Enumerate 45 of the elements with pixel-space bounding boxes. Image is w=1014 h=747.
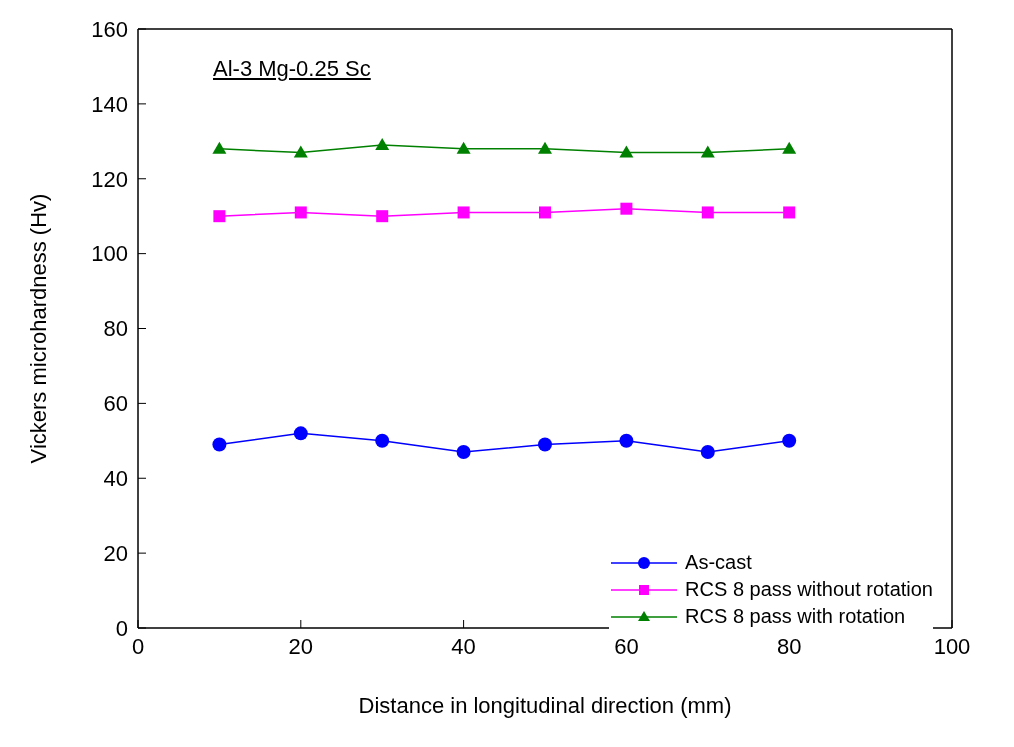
point bbox=[782, 433, 797, 448]
point bbox=[456, 141, 471, 154]
y-tick-label: 60 bbox=[103, 391, 128, 417]
point bbox=[212, 141, 227, 154]
point bbox=[538, 141, 552, 154]
point bbox=[294, 206, 307, 219]
point bbox=[212, 437, 227, 452]
point bbox=[375, 433, 390, 448]
legend-label: As-cast bbox=[685, 551, 752, 574]
point bbox=[700, 445, 715, 460]
y-tick-label: 140 bbox=[91, 91, 128, 117]
point bbox=[701, 206, 714, 219]
y-tick-label: 120 bbox=[91, 166, 128, 192]
y-tick-label: 100 bbox=[91, 241, 128, 267]
point bbox=[620, 202, 633, 215]
y-tick-label: 80 bbox=[103, 316, 128, 342]
point bbox=[375, 138, 390, 151]
x-tick-label: 100 bbox=[933, 633, 971, 659]
y-tick-label: 40 bbox=[103, 466, 128, 492]
x-tick-label: 40 bbox=[451, 633, 476, 659]
point bbox=[619, 433, 634, 448]
legend-label: RCS 8 pass without rotation bbox=[685, 578, 933, 601]
x-axis-title: Distance in longitudinal direction (mm) bbox=[358, 693, 732, 718]
point bbox=[293, 426, 308, 441]
x-tick-label: 0 bbox=[131, 633, 145, 659]
x-tick-label: 80 bbox=[776, 633, 802, 659]
y-tick-label: 160 bbox=[91, 16, 128, 42]
annotation: Al-3 Mg-0.25 Sc bbox=[213, 56, 371, 82]
point bbox=[376, 210, 389, 223]
point bbox=[539, 206, 551, 219]
y-axis-title: Vickers microhardness (Hv) bbox=[25, 193, 51, 464]
point bbox=[538, 437, 552, 452]
point bbox=[293, 145, 308, 158]
x-tick-label: 20 bbox=[288, 633, 314, 659]
point bbox=[700, 145, 715, 158]
point bbox=[456, 445, 471, 460]
point bbox=[782, 141, 797, 154]
legend-label: RCS 8 pass with rotation bbox=[685, 605, 906, 628]
y-tick-label: 20 bbox=[103, 540, 128, 566]
y-tick-label: 0 bbox=[115, 615, 128, 641]
point bbox=[619, 145, 634, 158]
x-tick-label: 60 bbox=[614, 633, 639, 659]
point bbox=[213, 210, 226, 223]
point bbox=[457, 206, 470, 219]
point bbox=[783, 206, 796, 219]
